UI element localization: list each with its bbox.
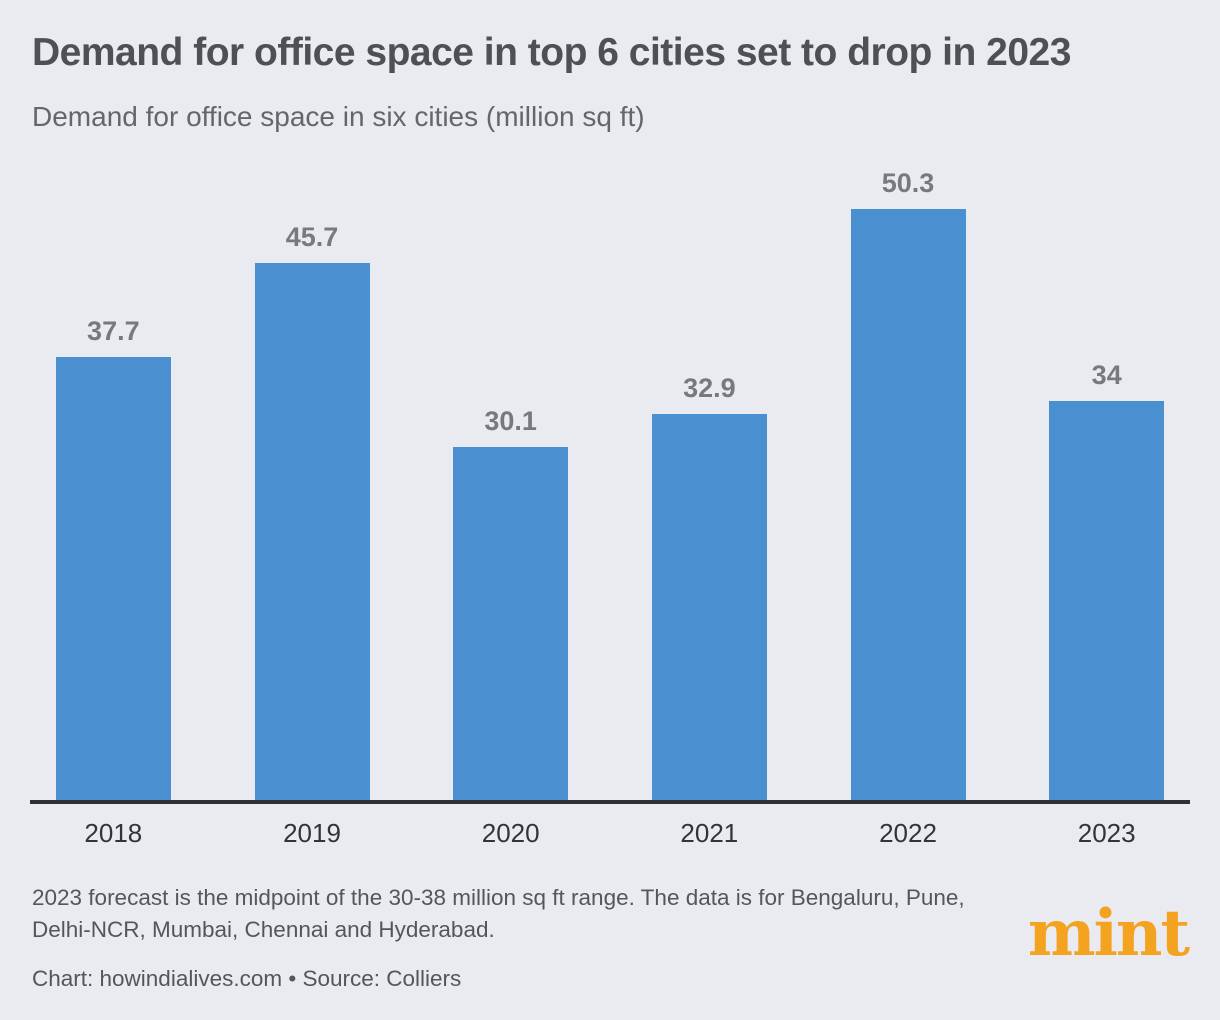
plot-area: 37.7 45.7 30.1 32.9 50.3 34 [14,160,1206,800]
x-tick-2022: 2022 [879,818,937,848]
footer: 2023 forecast is the midpoint of the 30-… [32,882,1190,992]
x-axis-line [30,800,1190,804]
x-axis-labels: 2018 2019 2020 2021 2022 2023 [14,804,1206,849]
source-credit: Chart: howindialives.com • Source: Colli… [32,965,462,991]
mint-logo: mint [1027,896,1190,971]
x-tick-2018: 2018 [84,818,143,848]
bar-2021 [651,414,767,800]
x-tick-2019: 2019 [283,818,341,848]
x-tick-2023: 2023 [1077,818,1136,848]
bar-column-2018: 37.7 [14,160,213,800]
footnote: 2023 forecast is the midpoint of the 30-… [32,885,965,942]
bar-chart: 37.7 45.7 30.1 32.9 50.3 34 2018 2019 2020 2021 2… [0,160,1220,849]
bar-value-label: 30.1 [484,406,537,436]
chart-subtitle: Demand for office space in six cities (m… [32,100,645,132]
bar-2022 [850,209,966,800]
bar-value-label: 34 [1091,360,1122,390]
x-tick-2021: 2021 [680,818,739,848]
bar-column-2019: 45.7 [213,160,412,800]
bar-2019 [254,263,370,800]
x-tick-2020: 2020 [481,818,540,848]
bar-column-2021: 32.9 [610,160,809,800]
bar-value-label: 37.7 [87,316,140,346]
bar-value-label: 50.3 [881,168,935,198]
bar-column-2023: 34 [1007,160,1206,800]
page-title: Demand for office space in top 6 cities … [32,31,1071,74]
bar-column-2020: 30.1 [411,160,610,800]
bar-2023 [1049,401,1165,800]
bar-column-2022: 50.3 [809,160,1008,800]
bar-value-label: 32.9 [683,373,736,403]
bar-value-label: 45.7 [285,222,339,252]
bar-2018 [55,357,171,800]
bar-2020 [453,447,569,800]
